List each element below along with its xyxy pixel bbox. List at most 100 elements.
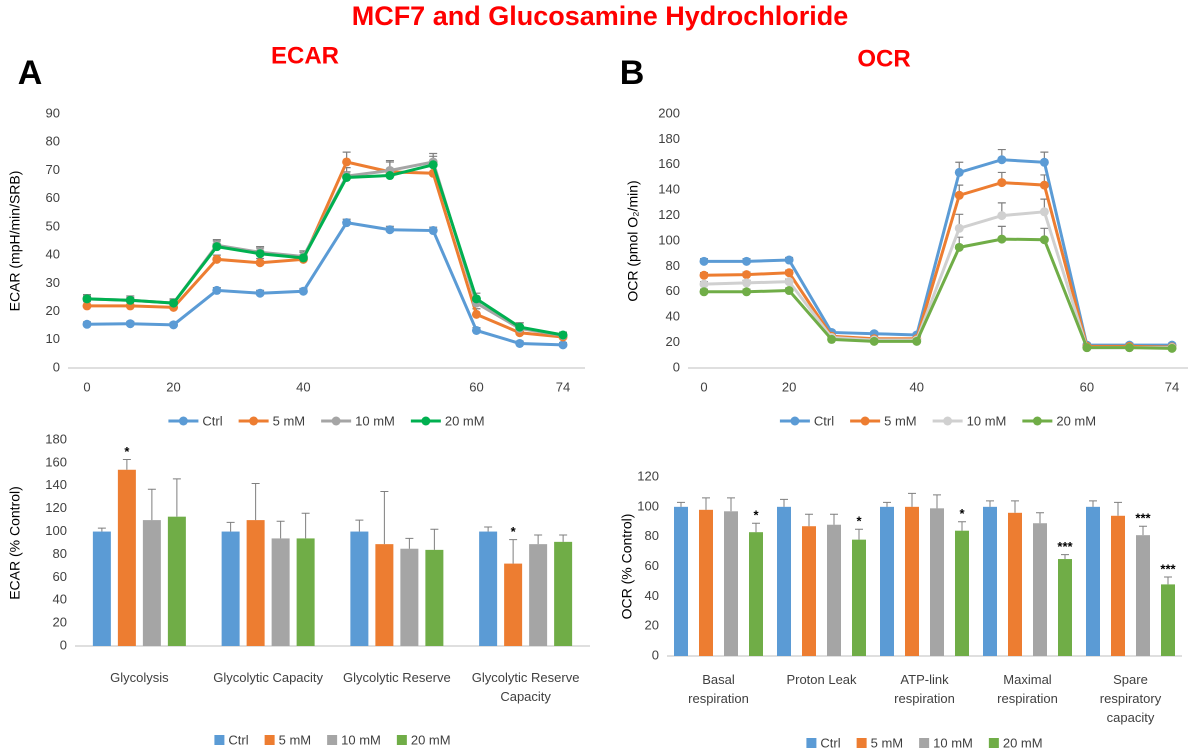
point <box>954 223 964 233</box>
x-tick-label: Basal respiration <box>688 672 749 706</box>
error-bar <box>276 520 285 539</box>
point <box>558 330 568 340</box>
x-tick-label: 60 <box>469 379 483 394</box>
error-bar <box>805 513 813 527</box>
legend-label: 20 mM <box>411 732 451 747</box>
legend-label: 10 mM <box>933 735 973 750</box>
y-tick-label: 160 <box>45 454 67 469</box>
point <box>1082 343 1092 353</box>
bar <box>554 541 573 646</box>
bar <box>92 531 111 646</box>
y-axis-label: OCR (% Control) <box>619 514 635 620</box>
x-tick-label: 40 <box>296 379 310 394</box>
error-bar <box>677 501 685 507</box>
legend-item: 20 mM <box>410 413 485 428</box>
point <box>1167 343 1177 353</box>
y-tick-label: 20 <box>53 615 67 630</box>
y-tick-label: 0 <box>673 359 680 374</box>
error-bar <box>559 534 568 542</box>
point <box>298 286 308 296</box>
bar <box>142 520 161 646</box>
legend-label: 10 mM <box>341 732 381 747</box>
error-bar <box>1164 576 1172 585</box>
point <box>997 178 1007 188</box>
x-tick-label: Spare respiratory capacity <box>1099 672 1162 725</box>
y-tick-label: 70 <box>46 162 60 177</box>
legend-item: 10 mM <box>932 413 1006 428</box>
legend-label: Ctrl <box>820 735 840 750</box>
x-tick-label: Proton Leak <box>786 672 857 687</box>
legend-swatch <box>856 738 867 748</box>
point <box>742 256 752 266</box>
y-tick-label: 140 <box>658 182 680 197</box>
legend-item: 20 mM <box>1022 413 1096 428</box>
error-bar <box>1114 501 1122 516</box>
point <box>471 294 481 304</box>
point <box>169 320 179 330</box>
point <box>428 160 438 170</box>
point <box>471 325 481 335</box>
bar <box>724 511 738 656</box>
y-tick-label: 80 <box>666 258 680 273</box>
y-tick-label: 60 <box>46 190 60 205</box>
error-bar <box>226 521 235 532</box>
point <box>1039 235 1049 245</box>
legend: Ctrl 5 mM 10 mM 20 mM <box>214 732 451 747</box>
legend-swatch <box>178 416 188 426</box>
error-bar <box>380 491 389 545</box>
legend-swatch <box>1032 416 1042 426</box>
bar <box>983 506 997 656</box>
error-bar <box>958 521 966 531</box>
bar <box>1161 584 1175 656</box>
point <box>699 270 709 280</box>
legend-label: 20 mM <box>1056 413 1096 428</box>
legend-swatch <box>331 416 341 426</box>
point <box>298 253 308 263</box>
point <box>954 190 964 200</box>
y-tick-label: 10 <box>46 331 60 346</box>
significance-mark: * <box>124 444 130 459</box>
error-bar <box>727 497 735 512</box>
x-tick-label: Maximal respiration <box>997 672 1058 706</box>
point <box>255 258 265 268</box>
y-tick-label: 120 <box>658 207 680 222</box>
bar <box>246 520 265 646</box>
bar <box>1008 512 1022 656</box>
bar <box>167 516 186 646</box>
x-tick-label: 0 <box>83 379 90 394</box>
x-tick-label: 20 <box>782 379 796 394</box>
bar <box>117 469 136 646</box>
error-bar <box>752 522 760 533</box>
panel-title: OCR <box>857 45 910 72</box>
error-bar <box>933 494 941 509</box>
legend: Ctrl 5 mM 10 mM 20 mM <box>168 413 485 428</box>
bar <box>1086 506 1100 656</box>
legend-label: Ctrl <box>814 413 834 428</box>
y-tick-label: 160 <box>658 156 680 171</box>
legend-swatch <box>264 735 275 745</box>
point <box>385 171 395 181</box>
point <box>82 294 92 304</box>
y-tick-label: 120 <box>637 468 659 483</box>
y-tick-label: 30 <box>46 275 60 290</box>
legend-item: 5 mM <box>850 413 917 428</box>
bar <box>852 539 866 656</box>
point <box>428 226 438 236</box>
legend-swatch <box>806 738 817 748</box>
legend-swatch <box>919 738 930 748</box>
legend-item: 5 mM <box>856 735 903 750</box>
x-tick-label: Glycolysis <box>110 670 169 685</box>
point <box>342 218 352 228</box>
legend-swatch <box>214 735 225 745</box>
x-tick-label: 74 <box>556 379 570 394</box>
error-bar <box>702 497 710 510</box>
legend-item: Ctrl <box>779 413 834 428</box>
point <box>212 285 222 295</box>
point <box>255 288 265 298</box>
y-tick-label: 20 <box>666 334 680 349</box>
point <box>742 278 752 288</box>
point <box>558 340 568 350</box>
y-tick-label: 80 <box>46 134 60 149</box>
point <box>954 167 964 177</box>
y-tick-label: 20 <box>46 303 60 318</box>
